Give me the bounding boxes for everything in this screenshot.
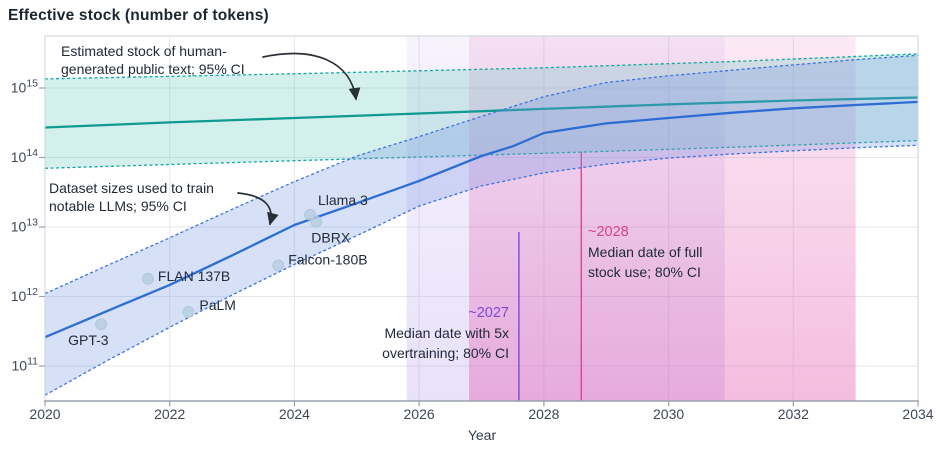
data-point-label: Falcon-180B: [288, 251, 367, 267]
annotation-human-stock: Estimated stock of human- generated publ…: [61, 43, 245, 77]
dataset_sizes-ci-band: [45, 55, 918, 396]
data-point-label: Llama 3: [318, 192, 368, 208]
x-tick-label: 2034: [902, 406, 933, 422]
data-point-label: FLAN 137B: [158, 268, 230, 284]
x-tick-label: 2032: [778, 406, 809, 422]
event-full-stock-use: ~2028 Median date of full stock use; 80%…: [588, 224, 702, 282]
x-tick-label: 2026: [404, 406, 435, 422]
data-point: [141, 272, 154, 285]
data-point: [304, 208, 316, 221]
human_stock-ci-upper: [44, 53, 919, 80]
data-point: [182, 305, 195, 318]
x-tick-label: 2022: [154, 406, 185, 422]
data-point: [272, 259, 285, 272]
y-tick-label: 1012: [11, 286, 38, 304]
annotation-dataset-sizes: Dataset sizes used to train notable LLMs…: [49, 180, 214, 214]
data-point-label: PaLM: [199, 297, 236, 313]
human_stock-ci-lower: [44, 139, 919, 169]
chart-title: Effective stock (number of tokens): [8, 7, 269, 24]
data-point-label: DBRX: [311, 230, 351, 246]
event-full-stock-description: Median date of full stock use; 80% CI: [588, 244, 703, 280]
data-point-label: GPT-3: [68, 332, 109, 348]
event-ci-band: [469, 36, 856, 401]
event-full-stock-year: ~2028: [588, 224, 629, 240]
x-tick-label: 2024: [279, 406, 310, 422]
y-tick-label: 1014: [11, 147, 38, 165]
y-tick-label: 1013: [11, 217, 38, 235]
event-overtraining: ~2027 Median date with 5x overtraining; …: [382, 305, 509, 363]
data-point: [95, 318, 107, 331]
y-tick-label: 1015: [11, 78, 38, 96]
human_stock-median-line: [44, 96, 919, 129]
x-tick-label: 2030: [653, 406, 684, 422]
dataset_sizes-median-line: [44, 100, 919, 339]
x-tick-label: 2020: [29, 406, 60, 422]
x-tick-label: 2028: [528, 406, 559, 422]
event-overtraining-description: Median date with 5x overtraining; 80% CI: [382, 325, 509, 361]
x-axis-label: Year: [467, 427, 497, 443]
y-tick-label: 1011: [12, 356, 39, 374]
event-overtraining-year: ~2027: [468, 305, 509, 321]
